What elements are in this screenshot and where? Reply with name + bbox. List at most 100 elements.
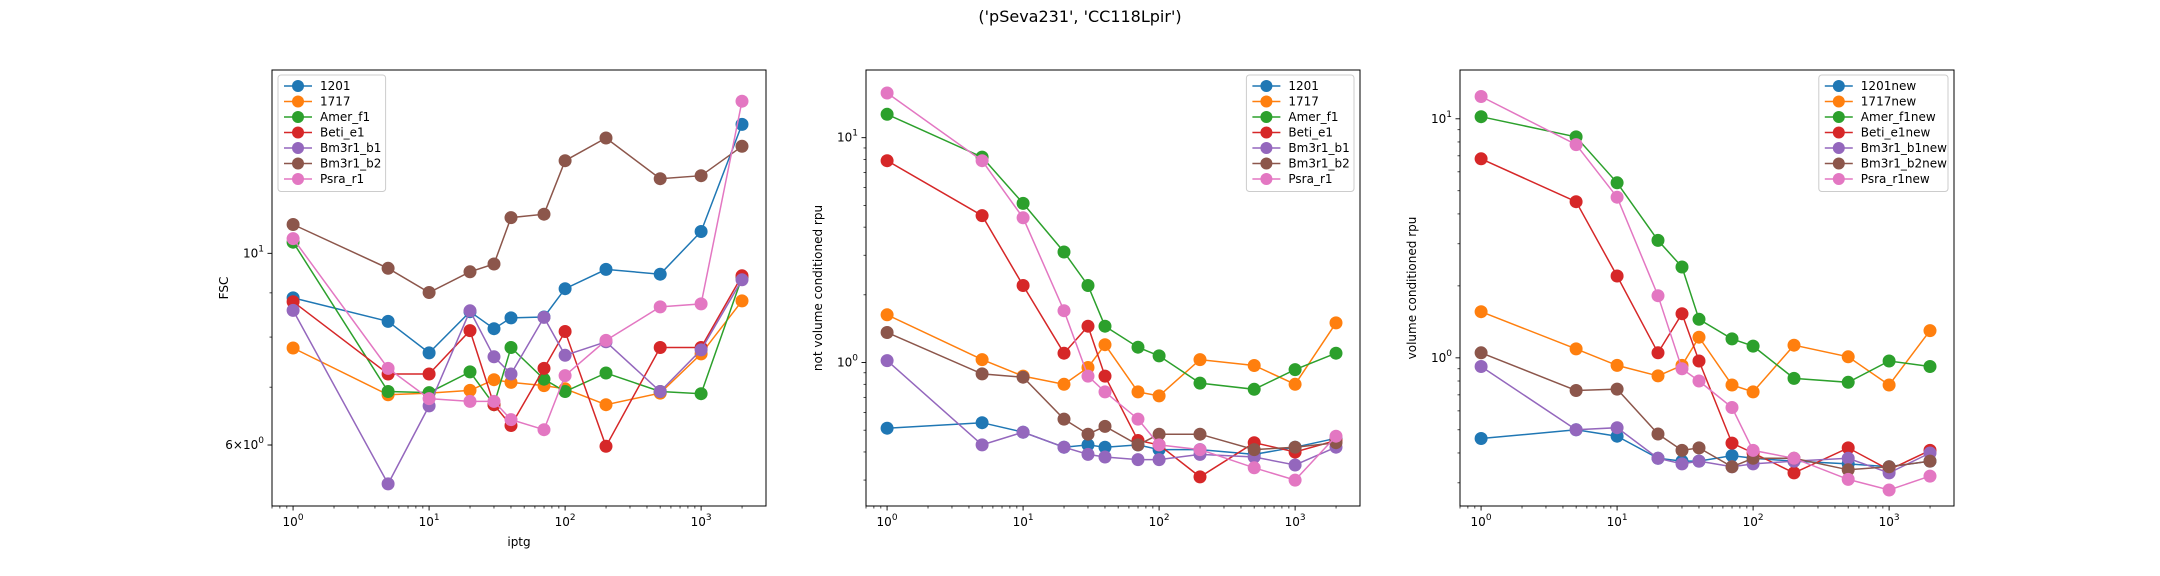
data-point [1725,401,1739,414]
series-Psra_r1 [286,94,749,437]
data-point [1725,449,1739,463]
data-point [1057,377,1071,391]
data-point [381,261,395,275]
series-Amer_f1 [286,235,749,412]
data-point [1610,358,1624,372]
data-point [463,265,477,279]
data-point [1725,460,1739,474]
series-line [292,279,743,486]
legend-entry: Beti_e1new [1861,126,1931,140]
data-point [1247,382,1261,396]
series-1201 [880,416,1343,461]
data-point [537,207,551,221]
data-point [1057,412,1071,426]
data-point [1098,369,1112,383]
chart-2: 100 101 102 103 100 101 not volume conditioned… [811,69,1361,529]
legend-swatch-marker [292,126,304,139]
data-point [1081,447,1095,461]
data-point [1692,354,1706,368]
data-point [1474,432,1488,445]
data-point [1725,378,1739,392]
legend-entry: Amer_f1 [320,110,370,124]
series-line [292,101,743,431]
data-point [880,421,894,435]
legend-entry: Psra_r1new [1861,172,1930,186]
data-point [694,169,708,183]
data-point [1923,469,1937,483]
data-point [1193,376,1207,390]
legend-frame [1245,74,1355,192]
series-1717new [1474,305,1937,399]
data-point [1057,440,1071,454]
data-point [1675,443,1689,457]
data-point [537,361,551,375]
data-point [487,322,501,336]
data-point [1152,349,1166,363]
data-point [504,311,518,325]
data-point [1882,460,1896,474]
data-point [1746,385,1760,399]
data-point [975,367,989,381]
legend-swatch-marker [1260,142,1273,154]
legend-entry: Bm3r1_b1 [320,141,381,155]
series-line [292,124,743,354]
x-tick-label: 102 [1743,513,1764,529]
figure-suptitle: ('pSeva231', 'CC118Lpir') [978,7,1181,26]
data-point [537,423,551,437]
legend: 1201new1717newAmer_f1newBeti_e1newBm3r1_… [1818,74,1949,192]
data-point [1329,346,1343,360]
data-point [558,154,572,168]
data-point [1651,233,1665,247]
data-point [1329,316,1343,330]
data-point [1787,338,1801,352]
data-point [1651,427,1665,441]
data-point [381,477,395,491]
data-point [1098,338,1112,352]
data-point [975,438,989,452]
data-point [880,107,894,121]
data-point [537,310,551,324]
x-tick-label: 102 [1149,513,1170,529]
legend-entry: Bm3r1_b1new [1861,141,1947,155]
data-point [1923,324,1937,338]
legend-swatch-marker [1260,111,1273,123]
data-point [1692,312,1706,326]
legend-entry: Psra_r1 [1288,172,1332,186]
data-point [1081,279,1095,292]
data-point [1569,423,1583,437]
data-point [1651,451,1665,465]
data-point [880,154,894,168]
data-point [694,343,708,357]
y-axis-label: volume conditioned rpu [1405,217,1419,360]
data-point [1841,441,1855,455]
data-point [1057,245,1071,259]
data-point [1746,443,1760,457]
data-point [975,209,989,223]
data-point [1081,427,1095,441]
data-point [1329,429,1343,443]
data-point [286,341,300,355]
data-point [504,341,518,354]
data-point [463,383,477,397]
data-point [1725,332,1739,346]
data-point [381,314,395,328]
data-point [1131,438,1145,452]
legend-frame [1818,74,1949,192]
axes-frame [1459,69,1955,507]
data-point [975,154,989,168]
series-Psra_r1 [880,86,1343,487]
data-point [1474,152,1488,166]
data-point [1131,453,1145,467]
data-point [1651,369,1665,383]
data-point [1692,374,1706,388]
data-point [1569,342,1583,356]
data-point [1098,419,1112,433]
legend-swatch-marker [1260,173,1273,185]
data-point [558,325,572,338]
data-point [1882,483,1896,497]
data-point [599,262,613,276]
series-line [887,421,1337,456]
data-point [1675,362,1689,376]
series-Bm3r1_b1 [880,354,1343,472]
